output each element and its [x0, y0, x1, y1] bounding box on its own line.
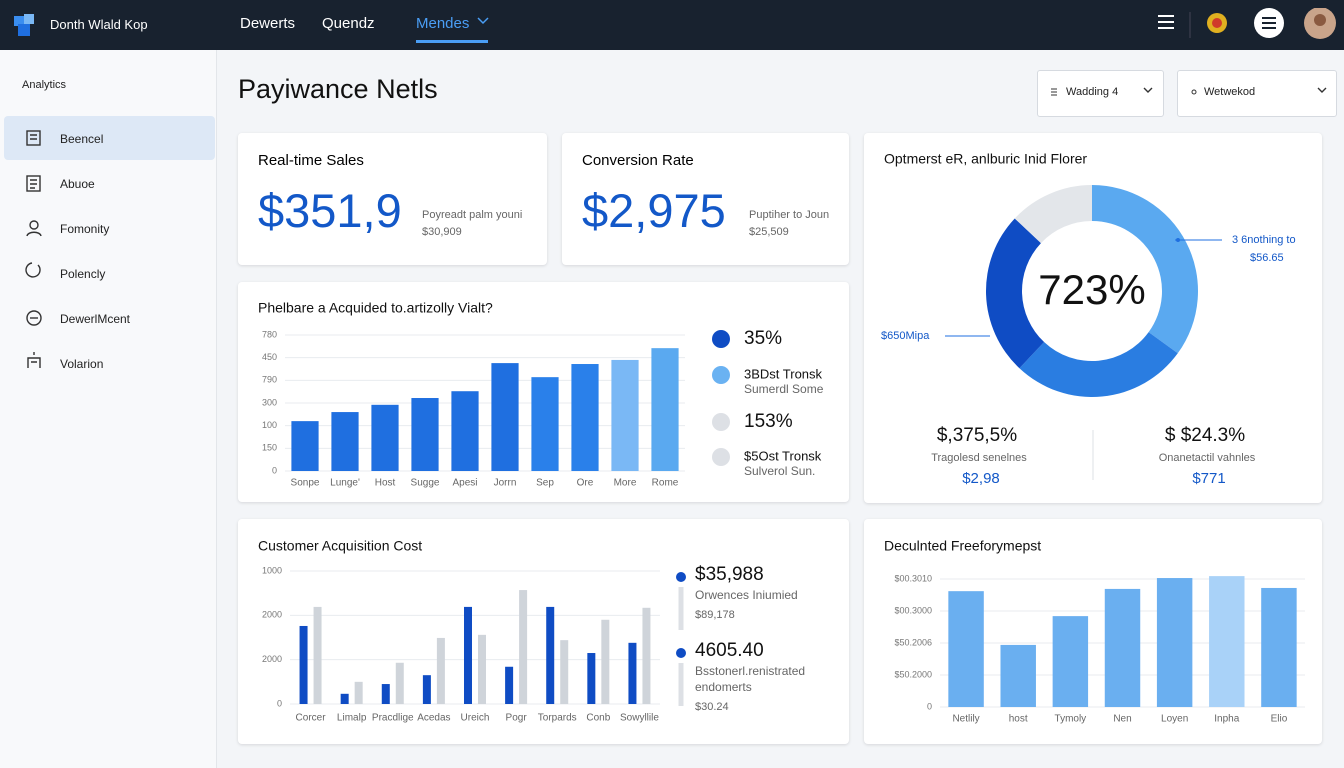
kpi-value: $2,975 [582, 184, 726, 237]
page-title: Payiwance Netls [238, 74, 438, 104]
sidebar-heading: Analytics [22, 79, 67, 91]
nav-item-active[interactable]: Mendes [416, 15, 470, 32]
kpi-sub: $25,509 [749, 226, 789, 238]
sidebar: Analytics Beencel Abuoe Fomonity Polencl… [0, 50, 217, 768]
filter-dropdown[interactable]: Wetwekod [1177, 70, 1337, 117]
logo [14, 14, 34, 36]
sidebar-item[interactable]: Fomonity [60, 222, 110, 236]
sidebar-item[interactable]: DewerlMcent [60, 312, 131, 326]
filter-label: Wadding 4 [1066, 86, 1119, 98]
nav-item[interactable]: Dewerts [240, 15, 296, 32]
chevron [477, 17, 489, 25]
kpi-value: $351,9 [258, 184, 402, 237]
brand[interactable]: Donth Wlald Kop [50, 17, 148, 32]
grouped-bar-card [238, 519, 849, 744]
top-icons[interactable] [1150, 8, 1340, 42]
active-underline [416, 40, 488, 43]
active-item-bg [4, 116, 215, 160]
kpi-card: Real-time Sales $351,9 Poyreadt palm you… [238, 133, 547, 265]
kpi-note: Poyreadt palm youni [422, 209, 523, 221]
donut-card [864, 133, 1322, 503]
dropdown-icons [1191, 87, 1327, 95]
kpi-title: Real-time Sales [258, 152, 364, 169]
sidebar-icons [25, 130, 42, 368]
dropdown-icons [1051, 87, 1153, 96]
sidebar-item[interactable]: Volarion [60, 357, 104, 371]
kpi-note: Puptiher to Joun [749, 209, 830, 221]
top-bar: Donth Wlald Kop Dewerts Quendz Mendes [0, 0, 1344, 50]
kpi-card: Conversion Rate $2,975 Puptiher to Joun … [562, 133, 849, 265]
kpi-sub: $30,909 [422, 226, 462, 238]
filter-dropdown[interactable]: Wadding 4 [1037, 70, 1164, 117]
bar-card [864, 519, 1322, 744]
filter-label: Wetwekod [1204, 86, 1256, 98]
sidebar-item[interactable]: Abuoe [60, 177, 95, 191]
sidebar-item[interactable]: Polencly [60, 267, 106, 281]
kpi-title: Conversion Rate [582, 152, 694, 169]
sidebar-item[interactable]: Beencel [60, 132, 104, 146]
bar-card [238, 282, 849, 502]
nav-item[interactable]: Quendz [322, 15, 375, 32]
